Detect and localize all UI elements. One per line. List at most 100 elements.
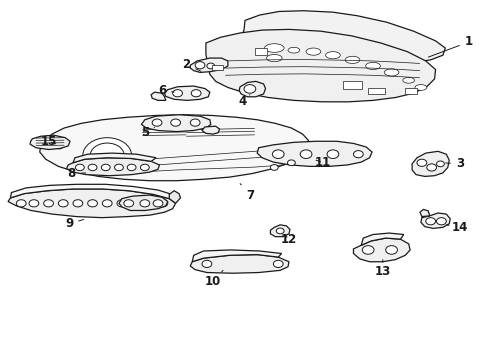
Text: 3: 3 (446, 157, 464, 170)
Polygon shape (353, 238, 410, 262)
Circle shape (202, 260, 212, 267)
Polygon shape (190, 255, 289, 273)
Polygon shape (40, 115, 309, 181)
Text: 15: 15 (40, 135, 57, 148)
Circle shape (127, 164, 136, 171)
Bar (368, 88, 386, 94)
Polygon shape (202, 126, 220, 134)
Polygon shape (119, 195, 168, 211)
Circle shape (132, 200, 142, 207)
Circle shape (101, 164, 110, 171)
Circle shape (417, 159, 427, 166)
Circle shape (437, 218, 446, 225)
Circle shape (90, 143, 124, 168)
Polygon shape (151, 92, 166, 100)
Polygon shape (142, 115, 211, 132)
Circle shape (191, 90, 201, 97)
Text: 14: 14 (446, 221, 468, 234)
Text: 13: 13 (375, 260, 391, 278)
Bar (212, 65, 222, 69)
Ellipse shape (384, 69, 399, 76)
Text: 10: 10 (205, 270, 223, 288)
Polygon shape (361, 233, 404, 245)
Circle shape (362, 246, 374, 254)
Bar (254, 48, 267, 55)
Circle shape (273, 260, 283, 267)
Circle shape (88, 200, 98, 207)
Circle shape (172, 90, 182, 97)
Circle shape (195, 62, 205, 69)
Circle shape (426, 218, 436, 225)
Circle shape (276, 228, 284, 234)
Polygon shape (239, 81, 266, 97)
Polygon shape (412, 151, 449, 176)
Text: 4: 4 (239, 95, 250, 108)
Circle shape (115, 164, 123, 171)
Ellipse shape (326, 51, 340, 59)
Polygon shape (8, 189, 175, 218)
Polygon shape (420, 210, 430, 217)
Text: 2: 2 (182, 58, 201, 71)
Polygon shape (169, 191, 180, 203)
Text: 12: 12 (281, 233, 297, 246)
Polygon shape (206, 30, 436, 102)
Circle shape (353, 150, 363, 158)
Polygon shape (421, 213, 450, 228)
Bar (343, 81, 362, 89)
Circle shape (171, 119, 180, 126)
Circle shape (16, 200, 26, 207)
Polygon shape (257, 141, 372, 166)
Circle shape (117, 200, 127, 207)
Polygon shape (164, 86, 210, 100)
Circle shape (272, 150, 284, 158)
Circle shape (55, 143, 63, 149)
Circle shape (190, 119, 200, 126)
Circle shape (153, 200, 163, 207)
Bar (405, 88, 417, 94)
Ellipse shape (345, 56, 360, 63)
Circle shape (44, 200, 53, 207)
Circle shape (207, 63, 215, 69)
Polygon shape (270, 225, 290, 237)
Circle shape (427, 164, 437, 171)
Ellipse shape (288, 47, 300, 53)
Polygon shape (67, 158, 159, 176)
Circle shape (58, 200, 68, 207)
Circle shape (141, 164, 149, 171)
Circle shape (300, 150, 312, 158)
Ellipse shape (306, 48, 321, 55)
Text: 9: 9 (65, 217, 83, 230)
Polygon shape (234, 11, 445, 62)
Ellipse shape (265, 44, 284, 52)
Text: 11: 11 (315, 156, 331, 169)
Circle shape (29, 200, 39, 207)
Polygon shape (30, 135, 70, 149)
Circle shape (83, 138, 132, 174)
Circle shape (437, 161, 444, 167)
Circle shape (140, 200, 150, 207)
Ellipse shape (403, 77, 415, 83)
Circle shape (386, 246, 397, 254)
Circle shape (73, 200, 83, 207)
Polygon shape (73, 153, 156, 163)
Text: 7: 7 (240, 184, 254, 202)
Ellipse shape (267, 54, 282, 62)
Circle shape (288, 160, 295, 166)
Text: 8: 8 (68, 167, 86, 180)
Text: 5: 5 (141, 126, 154, 139)
Circle shape (75, 164, 84, 171)
Polygon shape (10, 184, 174, 199)
Circle shape (147, 200, 156, 207)
Polygon shape (192, 250, 282, 262)
Circle shape (102, 200, 112, 207)
Circle shape (158, 200, 168, 207)
Text: 1: 1 (428, 35, 473, 57)
Circle shape (270, 165, 278, 170)
Polygon shape (190, 58, 228, 72)
Circle shape (124, 200, 134, 207)
Text: 6: 6 (158, 84, 174, 97)
Circle shape (244, 85, 256, 93)
Ellipse shape (366, 62, 380, 69)
Ellipse shape (415, 85, 427, 90)
Circle shape (88, 164, 97, 171)
